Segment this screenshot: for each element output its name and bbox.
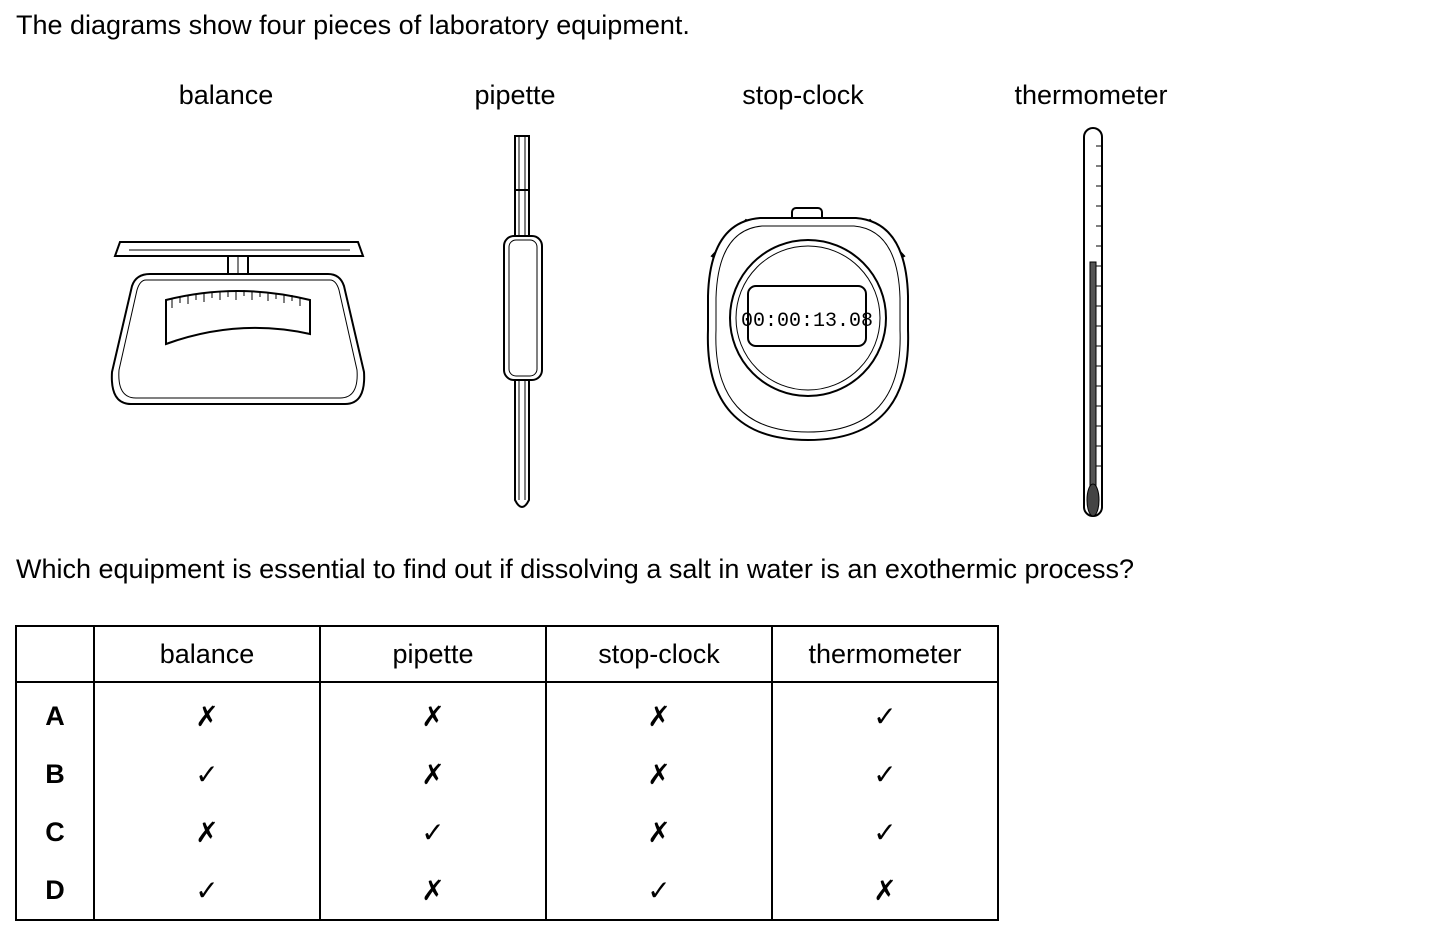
mark-balance: ✓ — [94, 861, 321, 921]
stop-clock-label: stop-clock — [742, 80, 864, 110]
balance-scale-ticks — [171, 290, 301, 308]
option-key: C — [15, 803, 95, 861]
mark-stop-clock: ✗ — [546, 745, 773, 803]
question-text: Which equipment is essential to find out… — [16, 554, 1135, 584]
mark-pipette: ✗ — [320, 745, 547, 803]
table-row: C ✗ ✓ ✗ ✓ — [15, 803, 999, 861]
stop-clock-display: 00:00:13.08 — [741, 310, 873, 333]
mark-stop-clock: ✓ — [546, 861, 773, 921]
table-header-row: balance pipette stop-clock thermometer — [15, 625, 999, 683]
option-key: A — [15, 682, 95, 745]
option-key: D — [15, 861, 95, 921]
intro-text: The diagrams show four pieces of laborat… — [16, 10, 690, 40]
mark-thermometer: ✓ — [772, 745, 999, 803]
mark-stop-clock: ✗ — [546, 682, 773, 745]
option-key: B — [15, 745, 95, 803]
header-balance: balance — [93, 625, 321, 683]
mark-thermometer: ✗ — [772, 861, 999, 921]
balance-label: balance — [178, 80, 274, 110]
mark-balance: ✗ — [94, 803, 321, 861]
thermometer-label: thermometer — [1014, 80, 1168, 110]
mark-pipette: ✗ — [320, 861, 547, 921]
mark-thermometer: ✓ — [772, 803, 999, 861]
mark-pipette: ✓ — [320, 803, 547, 861]
header-blank — [15, 625, 95, 683]
mark-thermometer: ✓ — [772, 682, 999, 745]
header-stop-clock: stop-clock — [545, 625, 773, 683]
stop-clock-diagram: 00:00:13.08 — [706, 207, 910, 442]
table-row: A ✗ ✗ ✗ ✓ — [15, 682, 999, 745]
mark-balance: ✓ — [94, 745, 321, 803]
mark-pipette: ✗ — [320, 682, 547, 745]
header-pipette: pipette — [319, 625, 547, 683]
pipette-label: pipette — [474, 80, 556, 110]
equipment-diagrams: 00:00:13.08 — [110, 127, 1103, 517]
header-thermometer: thermometer — [771, 625, 999, 683]
mark-stop-clock: ✗ — [546, 803, 773, 861]
answer-table: balance pipette stop-clock thermometer A… — [15, 625, 999, 921]
thermometer-diagram — [1083, 127, 1103, 517]
table-row: B ✓ ✗ ✗ ✓ — [15, 745, 999, 803]
balance-diagram — [110, 241, 366, 405]
pipette-diagram — [503, 135, 543, 508]
table-row: D ✓ ✗ ✓ ✗ — [15, 861, 999, 921]
mark-balance: ✗ — [94, 682, 321, 745]
